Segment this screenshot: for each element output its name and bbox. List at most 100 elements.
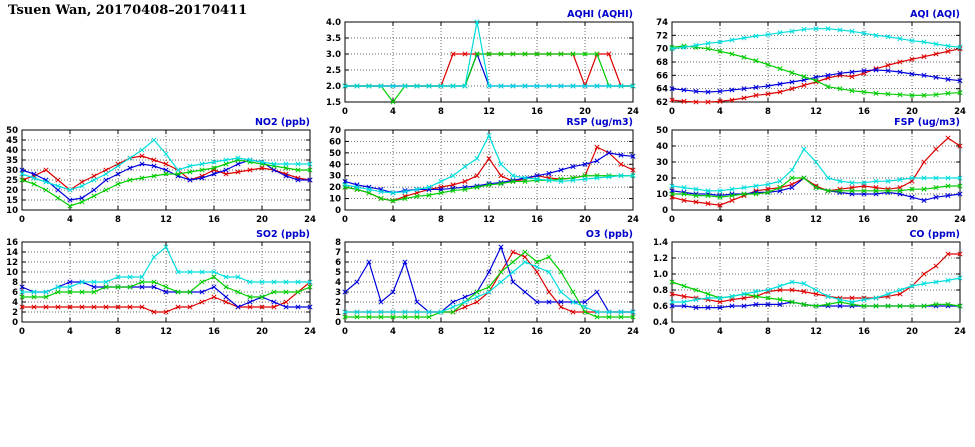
x-tick-label: 24	[954, 107, 966, 117]
series-markers-red	[669, 46, 963, 105]
x-tick-label: 24	[627, 215, 639, 225]
x-tick-label: 16	[858, 215, 870, 225]
x-tick-label: 4	[67, 215, 73, 225]
y-tick-label: 10	[6, 268, 18, 278]
y-tick-label: 16	[6, 238, 18, 248]
x-tick-label: 24	[954, 215, 966, 225]
x-tick-label: 0	[342, 327, 348, 337]
y-tick-label: 4.0	[326, 18, 341, 28]
y-tick-label: 10	[6, 206, 18, 216]
x-tick-label: 16	[531, 107, 543, 117]
x-tick-label: 4	[390, 215, 396, 225]
x-tick-label: 12	[160, 327, 172, 337]
y-tick-label: 0	[662, 206, 668, 216]
chart-svg-co: 0.4 0.6 0.8 1.0 1.2 1.4 0 4 8 12 16 20 24	[653, 238, 966, 337]
x-tick-label: 16	[208, 215, 220, 225]
series-markers-green	[669, 43, 963, 98]
page-title: Tsuen Wan, 20170408–20170411	[8, 3, 248, 18]
chart-o3: O3 (ppb) 0 1 2 3 4 5 6 7 8 0 4 8 12 16 20 24	[305, 228, 643, 340]
chart-title-co: CO (ppm)	[909, 229, 960, 240]
y-tick-label: 30	[656, 158, 668, 168]
x-tick-label: 8	[438, 107, 444, 117]
x-tick-label: 4	[717, 327, 723, 337]
plot-border	[671, 21, 961, 103]
x-tick-label: 16	[531, 327, 543, 337]
y-tick-label: 10	[656, 190, 668, 200]
chart-svg-aqhi: 1.5 2.0 2.5 3.0 3.5 4.0 0 4 8 12 16 20 24	[326, 18, 639, 117]
chart-title-aqhi: AQHI (AQHI)	[567, 9, 633, 20]
x-tick-label: 12	[483, 327, 495, 337]
y-tick-label: 2	[12, 308, 18, 318]
y-tick-label: 62	[656, 98, 668, 108]
series-markers-cyan	[19, 244, 313, 295]
series-markers-cyan	[342, 19, 636, 89]
chart-so2: SO2 (ppb) 0 2 4 6 8 10 12 14 16 0 4 8 12 16 20 24	[0, 228, 320, 340]
y-tick-label: 0.8	[653, 286, 668, 296]
y-tick-label: 0.4	[653, 318, 668, 328]
chart-svg-aqi: 62 64 66 68 70 72 74 0 4 8 12 16 20 24	[656, 18, 966, 117]
y-tick-label: 15	[6, 196, 18, 206]
x-tick-label: 4	[717, 215, 723, 225]
y-tick-label: 20	[329, 183, 341, 193]
x-tick-label: 8	[438, 327, 444, 337]
series-markers-cyan	[342, 133, 636, 196]
y-tick-label: 1.0	[653, 270, 668, 280]
series-markers-cyan	[19, 137, 313, 193]
y-tick-label: 1.5	[326, 98, 341, 108]
x-tick-label: 20	[256, 215, 268, 225]
y-tick-label: 50	[656, 126, 668, 136]
y-tick-label: 3.0	[326, 50, 341, 60]
plot-border	[344, 241, 634, 323]
y-tick-label: 1.2	[653, 254, 668, 264]
y-tick-label: 20	[656, 174, 668, 184]
x-tick-label: 0	[669, 107, 675, 117]
chart-title-no2: NO2 (ppb)	[254, 117, 310, 128]
x-tick-label: 8	[115, 215, 121, 225]
y-tick-label: 50	[329, 149, 341, 159]
x-tick-label: 20	[579, 327, 591, 337]
y-tick-label: 70	[656, 45, 668, 55]
x-tick-label: 4	[390, 327, 396, 337]
series-markers-green	[342, 51, 636, 105]
y-tick-label: 2.0	[326, 82, 341, 92]
x-tick-label: 8	[765, 215, 771, 225]
series-markers-green	[19, 274, 313, 300]
x-tick-label: 12	[160, 215, 172, 225]
x-tick-label: 8	[765, 107, 771, 117]
y-tick-label: 35	[6, 156, 18, 166]
y-tick-label: 4	[12, 298, 18, 308]
x-tick-label: 8	[115, 327, 121, 337]
x-tick-label: 16	[208, 327, 220, 337]
y-tick-label: 12	[6, 258, 18, 268]
y-tick-label: 50	[6, 126, 18, 136]
x-tick-label: 20	[579, 215, 591, 225]
x-tick-label: 20	[906, 107, 918, 117]
x-tick-label: 0	[342, 107, 348, 117]
x-tick-label: 0	[669, 215, 675, 225]
x-tick-label: 20	[579, 107, 591, 117]
x-tick-label: 24	[954, 327, 966, 337]
series-markers-cyan	[342, 259, 636, 315]
series-markers-cyan	[669, 146, 963, 194]
series-markers-green	[19, 157, 313, 209]
y-tick-label: 2.5	[326, 66, 341, 76]
chart-title-aqi: AQI (AQI)	[910, 9, 960, 20]
chart-title-o3: O3 (ppb)	[585, 229, 633, 240]
series-markers-blue	[342, 244, 636, 315]
y-tick-label: 40	[656, 142, 668, 152]
y-tick-label: 30	[329, 172, 341, 182]
plot-border	[671, 129, 961, 211]
y-tick-label: 8	[12, 278, 18, 288]
y-tick-label: 40	[329, 160, 341, 170]
x-tick-label: 12	[483, 215, 495, 225]
y-tick-label: 14	[6, 248, 18, 258]
x-tick-label: 20	[256, 327, 268, 337]
chart-svg-fsp: 0 10 20 30 40 50 0 4 8 12 16 20 24	[656, 126, 966, 225]
y-tick-label: 0.6	[653, 302, 668, 312]
y-tick-label: 74	[656, 18, 668, 28]
y-tick-label: 68	[656, 58, 668, 68]
chart-no2: NO2 (ppb) 10 15 20 25 30 35 40 45 50 0 4 8 12 16 20 24	[0, 116, 320, 228]
series-markers-cyan	[669, 275, 963, 305]
